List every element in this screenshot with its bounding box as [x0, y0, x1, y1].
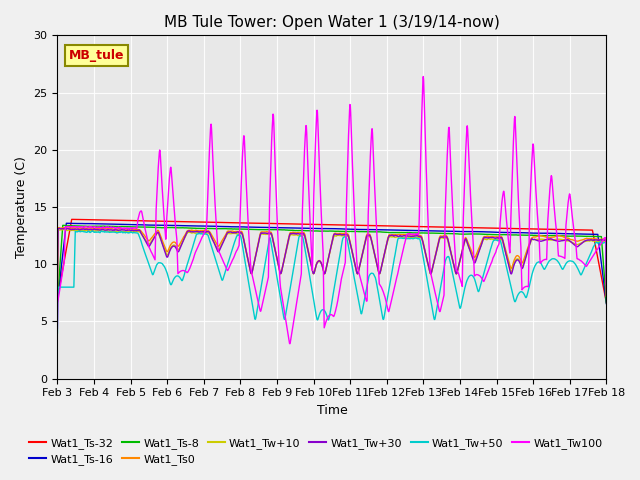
- Text: MB_tule: MB_tule: [68, 49, 124, 62]
- Title: MB Tule Tower: Open Water 1 (3/19/14-now): MB Tule Tower: Open Water 1 (3/19/14-now…: [164, 15, 500, 30]
- Y-axis label: Temperature (C): Temperature (C): [15, 156, 28, 258]
- X-axis label: Time: Time: [317, 404, 348, 417]
- Legend: Wat1_Ts-32, Wat1_Ts-16, Wat1_Ts-8, Wat1_Ts0, Wat1_Tw+10, Wat1_Tw+30, Wat1_Tw+50,: Wat1_Ts-32, Wat1_Ts-16, Wat1_Ts-8, Wat1_…: [25, 433, 607, 469]
